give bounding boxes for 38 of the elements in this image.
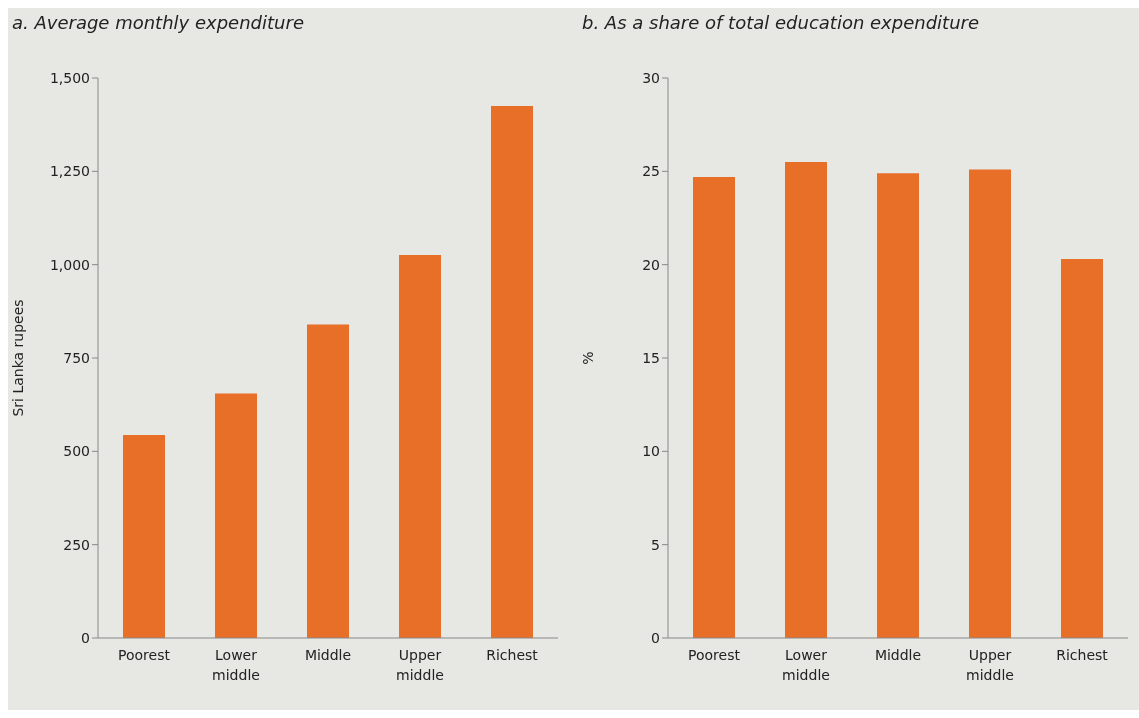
bar — [399, 254, 441, 638]
x-tick-label: Upper middle — [966, 647, 1014, 683]
bar — [877, 173, 919, 638]
x-tick-label: Lower middle — [782, 647, 830, 683]
x-tick-label: Upper middle — [396, 647, 444, 683]
y-tick-label: 10 — [642, 443, 660, 460]
x-tick-label: Richest — [1056, 647, 1109, 663]
bar — [215, 393, 257, 638]
y-tick-label: 15 — [642, 349, 660, 366]
y-tick-label: 0 — [651, 629, 660, 646]
bar — [123, 434, 165, 638]
x-tick-label: Richest — [486, 647, 539, 663]
bar — [1061, 259, 1103, 638]
y-tick-label: 0 — [81, 629, 90, 646]
bar — [785, 162, 827, 638]
y-tick-label: 1,500 — [49, 69, 90, 86]
y-tick-label: 30 — [642, 69, 660, 86]
y-tick-label: 20 — [642, 256, 660, 273]
bar — [693, 176, 735, 638]
x-tick-label: Poorest — [118, 647, 171, 663]
y-tick-label: 250 — [63, 536, 90, 553]
x-tick-label: Lower middle — [212, 647, 260, 683]
x-tick-label: Middle — [304, 647, 352, 663]
y-tick-label: 1,000 — [49, 256, 90, 273]
bar — [307, 324, 349, 638]
bar — [491, 106, 533, 638]
x-tick-label: Poorest — [688, 647, 741, 663]
y-tick-label: 500 — [63, 443, 90, 460]
y-axis-title: % — [579, 351, 596, 365]
chart-title: b. As a share of total education expenditure — [582, 12, 980, 33]
x-tick-label: Middle — [874, 647, 922, 663]
y-axis-title: Sri Lanka rupees — [9, 299, 26, 417]
y-tick-label: 750 — [63, 349, 90, 366]
chart-title: a. Average monthly expenditure — [12, 12, 304, 33]
y-tick-label: 25 — [642, 163, 660, 180]
y-tick-label: 1,250 — [49, 163, 90, 180]
bar — [969, 169, 1011, 638]
y-tick-label: 5 — [651, 536, 660, 553]
